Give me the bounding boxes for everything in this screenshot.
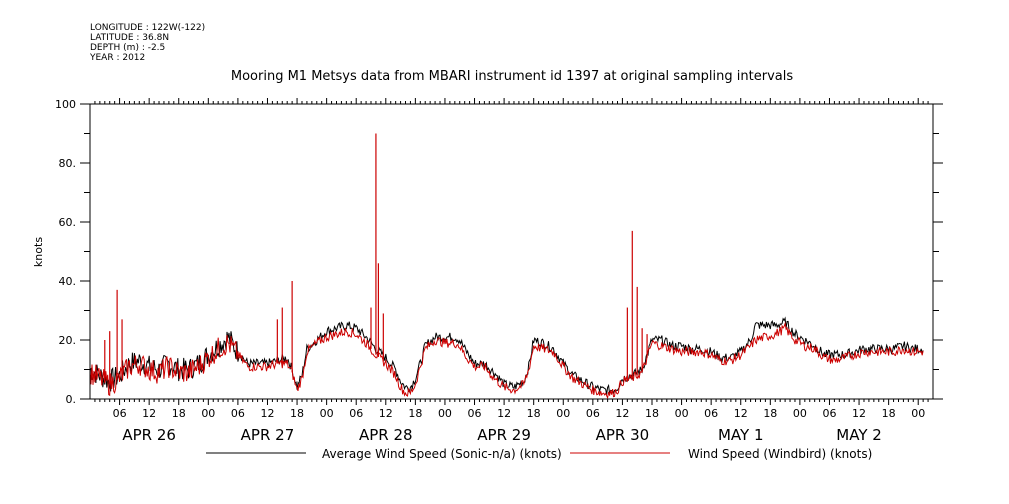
longitude-label: LONGITUDE : 122W(-122) (90, 23, 205, 33)
y-tick-label: 40. (59, 275, 77, 288)
x-tick-label: 06 (704, 407, 718, 420)
x-tick-label: 00 (556, 407, 570, 420)
latitude-label: LATITUDE : 36.8N (90, 33, 169, 43)
x-tick-label: 12 (379, 407, 393, 420)
chart-title: Mooring M1 Metsys data from MBARI instru… (231, 69, 793, 84)
legend-label-windbird: Wind Speed (Windbird) (knots) (688, 447, 872, 461)
x-tick-label: 00 (201, 407, 215, 420)
y-axis-label: knots (32, 237, 45, 267)
x-axis-labels: 06 12 18 00 06 12 18 00 06 12 18 00 06 12 18 00 06 12 18 00… (55, 98, 925, 444)
x-day-label: APR 27 (241, 426, 295, 444)
x-tick-label: 00 (793, 407, 807, 420)
x-day-label: APR 29 (477, 426, 531, 444)
series-line-windbird (89, 321, 924, 400)
x-tick-label: 06 (349, 407, 363, 420)
x-tick-label: 06 (468, 407, 482, 420)
x-tick-label: 12 (615, 407, 629, 420)
x-tick-label: 18 (645, 407, 659, 420)
x-day-label: MAY 2 (836, 426, 882, 444)
x-tick-label: 00 (320, 407, 334, 420)
x-tick-label: 18 (763, 407, 777, 420)
x-day-label: MAY 1 (718, 426, 764, 444)
x-tick-label: 12 (734, 407, 748, 420)
x-day-label: APR 26 (122, 426, 176, 444)
x-tick-label: 06 (586, 407, 600, 420)
x-tick-label: 06 (113, 407, 127, 420)
legend-label-sonic: Average Wind Speed (Sonic-n/a) (knots) (322, 447, 562, 461)
x-tick-label: 18 (290, 407, 304, 420)
x-tick-label: 00 (911, 407, 925, 420)
x-tick-label: 18 (527, 407, 541, 420)
x-tick-label: 12 (497, 407, 511, 420)
plot-area (89, 133, 924, 400)
x-tick-label: 06 (231, 407, 245, 420)
y-tick-label: 0. (66, 393, 77, 406)
plot-frame (89, 103, 934, 400)
year-label: YEAR : 2012 (89, 53, 145, 63)
y-tick-label: 20. (59, 334, 77, 347)
x-tick-label: 00 (438, 407, 452, 420)
y-tick-label: 80. (59, 157, 77, 170)
x-tick-label: 12 (260, 407, 274, 420)
x-tick-label: 18 (408, 407, 422, 420)
y-tick-label: 100 (55, 98, 76, 111)
x-tick-label: 12 (142, 407, 156, 420)
depth-label: DEPTH (m) : -2.5 (90, 43, 165, 53)
x-day-label: APR 30 (596, 426, 650, 444)
x-tick-label: 00 (675, 407, 689, 420)
x-tick-label: 18 (882, 407, 896, 420)
x-day-label: APR 28 (359, 426, 413, 444)
metadata-header: LONGITUDE : 122W(-122) LATITUDE : 36.8N … (89, 23, 205, 63)
y-tick-label: 60. (59, 216, 77, 229)
x-tick-label: 12 (852, 407, 866, 420)
x-tick-label: 06 (822, 407, 836, 420)
x-tick-label: 18 (172, 407, 186, 420)
legend: Average Wind Speed (Sonic-n/a) (knots) W… (206, 447, 872, 461)
